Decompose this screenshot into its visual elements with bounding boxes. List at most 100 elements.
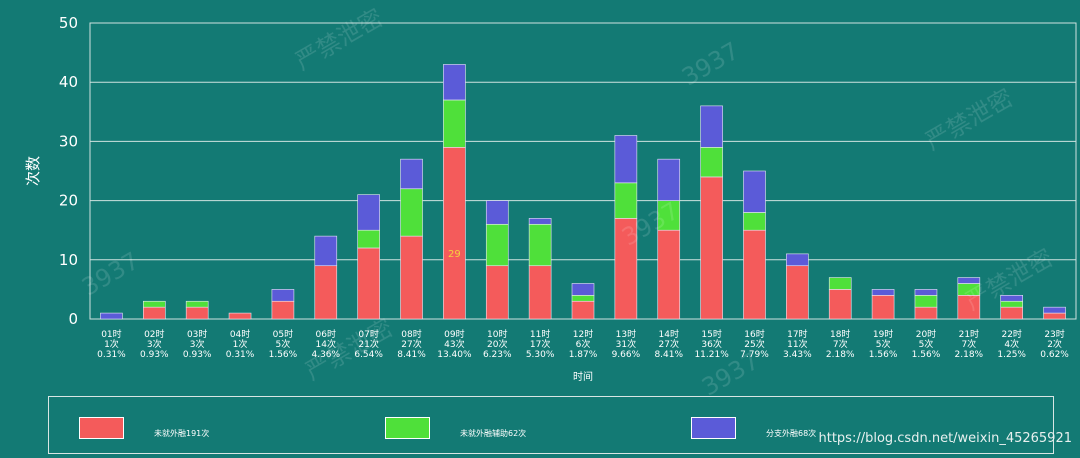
bar-segment[interactable] bbox=[357, 194, 380, 231]
y-tick-label: 10 bbox=[59, 251, 78, 269]
x-tick-label: 17时 bbox=[787, 328, 807, 340]
y-tick-label: 40 bbox=[59, 73, 78, 91]
x-tick-label: 14次 bbox=[316, 338, 336, 350]
bar-segment[interactable] bbox=[314, 265, 338, 320]
legend: 未就外融191次 未就外融辅助62次 分支外融68次 bbox=[48, 396, 1054, 454]
x-tick-label: 2.18% bbox=[826, 350, 855, 360]
bar-segment[interactable] bbox=[271, 300, 295, 320]
bar-segment[interactable] bbox=[614, 182, 638, 219]
x-tick-label: 0.31% bbox=[226, 350, 255, 360]
bar-segment[interactable] bbox=[314, 235, 338, 267]
x-tick-label: 1次 bbox=[233, 338, 248, 350]
x-tick-label: 0.93% bbox=[140, 350, 169, 360]
legend-label-0: 未就外融191次 bbox=[154, 429, 210, 438]
x-tick-label: 7.79% bbox=[740, 350, 769, 360]
x-tick-label: 8.41% bbox=[397, 350, 426, 360]
bar-segment[interactable] bbox=[400, 188, 423, 237]
legend-swatch-2 bbox=[691, 417, 736, 439]
bar-segment[interactable] bbox=[871, 295, 895, 320]
bar-segment[interactable] bbox=[528, 265, 552, 320]
x-tick-label: 7次 bbox=[961, 338, 976, 350]
x-tick-label: 4次 bbox=[1004, 338, 1019, 350]
x-tick-label: 01时 bbox=[101, 328, 121, 340]
x-axis-ticks: 01时1次0.31%02时3次0.93%03时3次0.93%04时1次0.31%… bbox=[97, 328, 1069, 360]
bar-segment[interactable] bbox=[828, 277, 852, 290]
bar-segment[interactable] bbox=[443, 99, 466, 148]
bar-segment[interactable] bbox=[571, 300, 595, 320]
x-tick-label: 31次 bbox=[616, 338, 636, 350]
bar-segment[interactable] bbox=[743, 229, 766, 320]
x-tick-label: 3次 bbox=[190, 338, 205, 350]
x-tick-label: 08时 bbox=[401, 328, 421, 340]
bar-segment[interactable] bbox=[1000, 295, 1023, 302]
bar-segment[interactable] bbox=[443, 147, 466, 320]
x-tick-label: 09时 bbox=[444, 328, 464, 340]
bar-segment[interactable] bbox=[228, 312, 252, 320]
x-tick-label: 5.30% bbox=[526, 350, 555, 360]
bar-segment[interactable] bbox=[786, 253, 809, 267]
bar-segment[interactable] bbox=[400, 158, 423, 190]
x-tick-label: 11次 bbox=[787, 338, 807, 350]
bar-segment[interactable] bbox=[357, 229, 380, 249]
x-tick-label: 0.93% bbox=[183, 350, 212, 360]
x-tick-label: 03时 bbox=[187, 328, 207, 340]
x-tick-label: 1.56% bbox=[912, 350, 941, 360]
x-tick-label: 27次 bbox=[401, 338, 421, 350]
bar-segment[interactable] bbox=[914, 289, 938, 296]
bar-segment[interactable] bbox=[743, 212, 766, 231]
bar-segment[interactable] bbox=[485, 200, 509, 225]
bar-segment[interactable] bbox=[443, 64, 466, 101]
bar-segment[interactable] bbox=[485, 223, 509, 267]
x-tick-label: 12时 bbox=[573, 328, 593, 340]
bar-segment[interactable] bbox=[528, 218, 552, 225]
bar-segment[interactable] bbox=[700, 147, 723, 178]
bar-segment[interactable] bbox=[914, 306, 938, 320]
bar-segment[interactable] bbox=[400, 235, 423, 320]
bar-segment[interactable] bbox=[786, 265, 809, 320]
x-tick-label: 18时 bbox=[830, 328, 850, 340]
x-tick-label: 5次 bbox=[276, 338, 291, 350]
x-tick-label: 9.66% bbox=[612, 350, 641, 360]
bar-segment[interactable] bbox=[571, 295, 595, 302]
bar-segment[interactable] bbox=[485, 265, 509, 320]
bar-segment[interactable] bbox=[1043, 306, 1066, 314]
bar-segment[interactable] bbox=[614, 135, 638, 184]
x-tick-label: 05时 bbox=[273, 328, 293, 340]
bars bbox=[100, 64, 1066, 320]
bar-segment[interactable] bbox=[100, 312, 123, 320]
bar-segment[interactable] bbox=[828, 289, 852, 320]
x-tick-label: 6.54% bbox=[354, 350, 383, 360]
bar-segment[interactable] bbox=[871, 289, 895, 296]
y-axis-ticks: 0 10 20 30 40 50 bbox=[59, 14, 78, 328]
bar-segment[interactable] bbox=[743, 170, 766, 213]
bar-segment[interactable] bbox=[1043, 312, 1066, 320]
bar-segment[interactable] bbox=[271, 289, 295, 302]
bar-segment[interactable] bbox=[700, 105, 723, 148]
x-axis-title: 时间 bbox=[573, 370, 593, 383]
x-tick-label: 3.43% bbox=[783, 350, 812, 360]
x-tick-label: 19时 bbox=[873, 328, 893, 340]
bar-segment[interactable] bbox=[143, 300, 166, 308]
x-tick-label: 07时 bbox=[358, 328, 378, 340]
x-tick-label: 2次 bbox=[1047, 338, 1062, 350]
bar-segment[interactable] bbox=[185, 300, 209, 308]
bar-segment[interactable] bbox=[571, 283, 595, 296]
y-tick-label: 30 bbox=[59, 132, 78, 150]
bar-segment[interactable] bbox=[914, 295, 938, 308]
bar-segment[interactable] bbox=[1000, 306, 1023, 320]
bar-segment[interactable] bbox=[657, 229, 681, 320]
x-tick-label: 6次 bbox=[576, 338, 591, 350]
x-tick-label: 43次 bbox=[444, 338, 464, 350]
bar-segment[interactable] bbox=[143, 306, 166, 320]
bar-segment[interactable] bbox=[657, 158, 681, 201]
bar-segment[interactable] bbox=[528, 223, 552, 267]
x-tick-label: 11.21% bbox=[694, 350, 729, 360]
bar-segment[interactable] bbox=[185, 306, 209, 320]
bar-segment[interactable] bbox=[700, 176, 723, 320]
y-tick-label: 20 bbox=[59, 192, 78, 210]
bar-segment[interactable] bbox=[1000, 300, 1023, 308]
x-tick-label: 15时 bbox=[701, 328, 721, 340]
bar-segment[interactable] bbox=[357, 247, 380, 320]
bar-segment[interactable] bbox=[957, 277, 981, 284]
